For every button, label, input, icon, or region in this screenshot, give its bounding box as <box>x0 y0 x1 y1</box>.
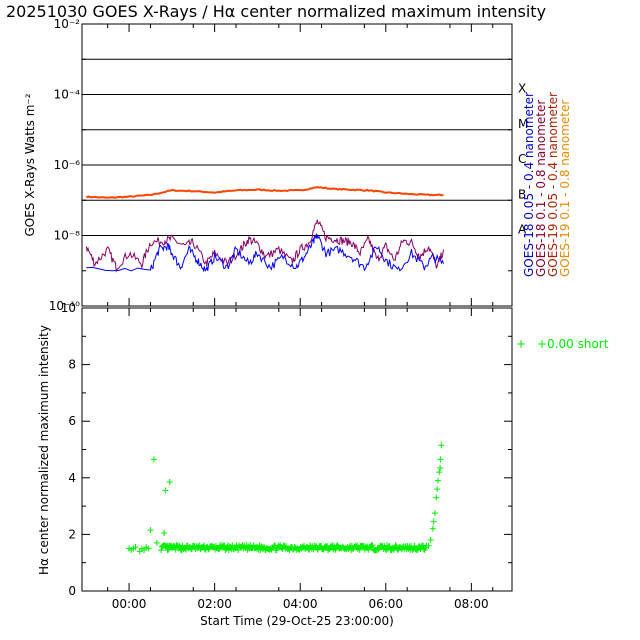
halpha-point <box>437 464 444 471</box>
halpha-point <box>414 546 421 553</box>
goes-y-tick-label: 10⁻¹⁰ <box>49 299 80 313</box>
goes-series-line <box>85 185 444 199</box>
halpha-y-tick-label: 4 <box>68 471 76 485</box>
halpha-point <box>332 546 339 553</box>
halpha-points <box>126 442 445 555</box>
halpha-point <box>328 543 335 550</box>
halpha-point <box>166 479 173 486</box>
goes-y-tick-label: 10⁻² <box>54 17 81 31</box>
halpha-point <box>153 539 160 546</box>
halpha-point <box>431 510 438 517</box>
halpha-point <box>158 547 165 554</box>
halpha-y-tick-label: 6 <box>68 414 76 428</box>
halpha-x-ticks: 00:00 02:00 04:00 06:00 08:00 <box>107 308 494 611</box>
flare-class-labels: X M C B A <box>518 82 528 237</box>
flare-class-x: X <box>518 82 526 96</box>
halpha-point <box>356 546 363 553</box>
halpha-x-tick-label: 08:00 <box>454 597 489 611</box>
goes-legend-entry: GOES-19 0.05 - 0.4 nanometer <box>546 92 560 277</box>
halpha-point <box>369 542 376 549</box>
goes-series <box>85 185 444 273</box>
halpha-point <box>150 456 157 463</box>
halpha-point <box>132 544 139 551</box>
halpha-y-tick-label: 2 <box>68 527 76 541</box>
flare-class-a: A <box>518 223 527 237</box>
x-axis-label: Start Time (29-Oct-25 23:00:00) <box>200 614 394 628</box>
halpha-point <box>165 546 172 553</box>
goes-x-ticks <box>107 24 494 306</box>
halpha-y-axis-label: Hα center normalized maximum intensity <box>37 325 51 575</box>
halpha-y-tick-label: 10 <box>61 301 76 315</box>
halpha-point <box>145 545 152 552</box>
goes-series-line <box>85 219 444 273</box>
goes-y-tick-label: 10⁻⁶ <box>54 158 81 172</box>
halpha-point <box>147 527 154 534</box>
goes-y-axis-label: GOES X-Rays Watts m⁻² <box>23 93 37 236</box>
halpha-y-tick-label: 8 <box>68 358 76 372</box>
halpha-point <box>419 543 426 550</box>
halpha-point <box>176 543 183 550</box>
halpha-legend-label: +0.00 short <box>537 337 609 351</box>
flare-class-gridlines <box>82 58 512 236</box>
halpha-point <box>423 542 430 549</box>
halpha-x-tick-label: 06:00 <box>368 597 403 611</box>
halpha-point <box>429 525 436 532</box>
halpha-point <box>162 487 169 494</box>
chart-title: 20251030 GOES X-Rays / Hα center normali… <box>6 2 546 21</box>
goes-y-tick-label: 10⁻⁴ <box>54 88 81 102</box>
flare-class-m: M <box>518 117 528 131</box>
flare-class-b: B <box>518 187 526 201</box>
halpha-y-ticks: 0 2 4 6 8 10 <box>61 301 512 598</box>
halpha-point <box>225 547 232 554</box>
halpha-point <box>434 477 441 484</box>
halpha-point <box>430 518 437 525</box>
halpha-point <box>384 546 391 553</box>
halpha-x-tick-label: 00:00 <box>112 597 147 611</box>
halpha-y-tick-label: 0 <box>68 584 76 598</box>
goes-legend-entry: GOES-18 0.1 - 0.8 nanometer <box>534 100 548 277</box>
halpha-point <box>438 442 445 449</box>
goes-y-tick-label: 10⁻⁸ <box>54 229 81 243</box>
halpha-point <box>436 469 443 476</box>
halpha-point <box>437 456 444 463</box>
goes-panel: 10⁻¹⁰ 10⁻⁸ 10⁻⁶ 10⁻⁴ 10⁻² X M C B A GOES X-Rays … <box>23 17 572 313</box>
halpha-legend: + +0.00 short <box>516 337 609 351</box>
goes-series-line <box>86 233 444 273</box>
goes-legend-entry: GOES-19 0.1 - 0.8 nanometer <box>558 100 572 277</box>
halpha-panel: 0 2 4 6 8 10 00:00 02:00 04:00 06:00 08:00 Hα cen… <box>37 301 609 628</box>
halpha-point <box>161 529 168 536</box>
halpha-x-tick-label: 02:00 <box>197 597 232 611</box>
goes-y-ticks: 10⁻¹⁰ 10⁻⁸ 10⁻⁶ 10⁻⁴ 10⁻² <box>49 17 512 313</box>
halpha-legend-symbol: + <box>516 337 526 351</box>
halpha-point <box>434 486 441 493</box>
halpha-point <box>433 494 440 501</box>
halpha-point <box>427 537 434 544</box>
halpha-x-tick-label: 04:00 <box>283 597 318 611</box>
halpha-point <box>375 546 382 553</box>
goes-legend-entry: GOES-18 0.05 - 0.4 nanometer <box>522 92 536 277</box>
flare-class-c: C <box>518 152 526 166</box>
